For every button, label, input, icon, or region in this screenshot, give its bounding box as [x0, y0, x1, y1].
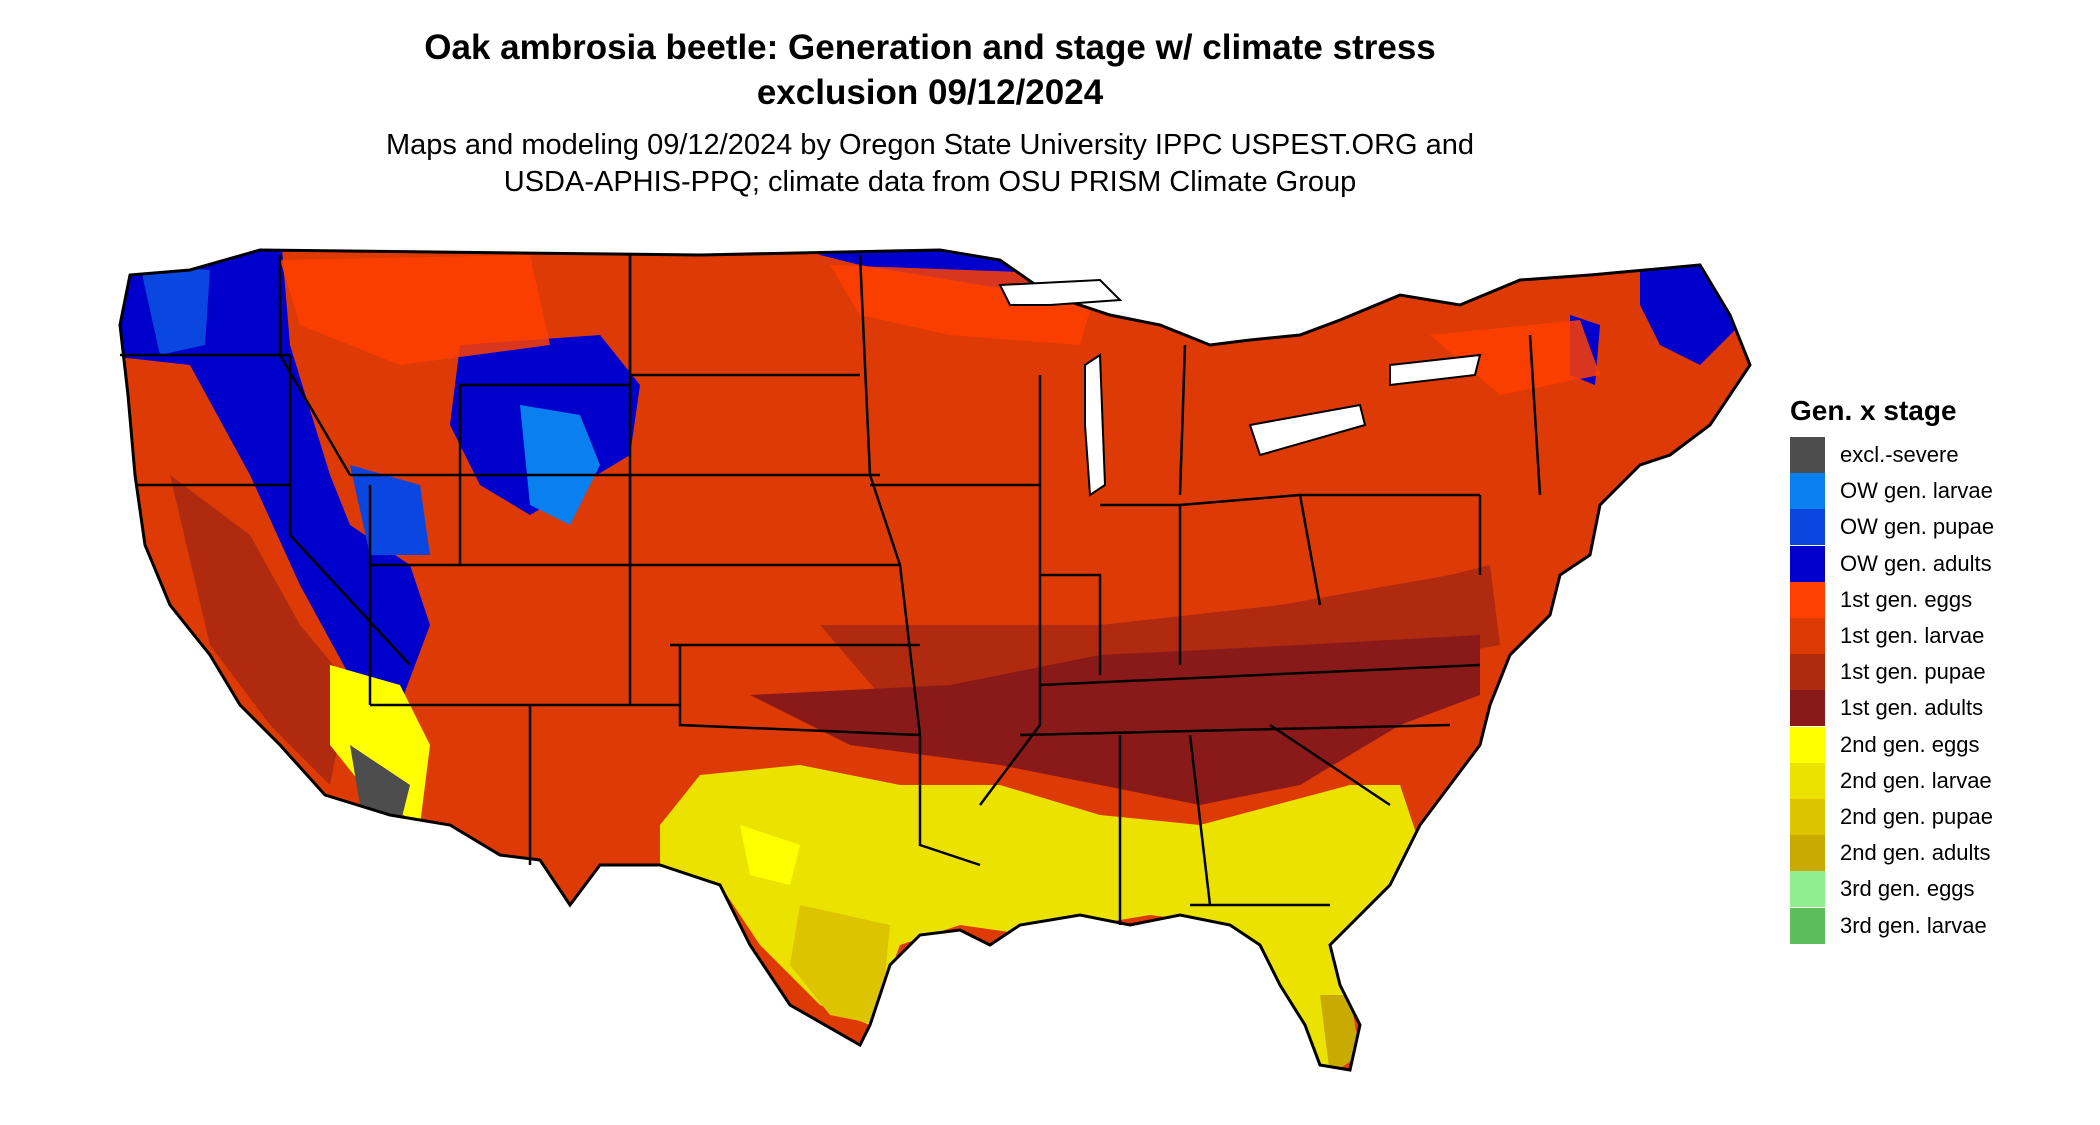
- border-michigan: [1178, 344, 1187, 496]
- legend-label: 1st gen. larvae: [1840, 623, 1985, 648]
- border-mn-ia-mo: [858, 254, 922, 736]
- legend-swatch: [1790, 907, 1825, 944]
- legend-swatch: [1790, 581, 1825, 618]
- legend-item: 2nd gen. adults: [1790, 835, 1991, 872]
- legend-item: 2nd gen. pupae: [1790, 799, 1993, 835]
- legend-item: 2nd gen. eggs: [1790, 726, 1980, 763]
- legend-swatch: [1790, 835, 1825, 872]
- legend-label: 2nd gen. pupae: [1840, 804, 1993, 829]
- legend-swatch: [1790, 726, 1825, 763]
- legend-label: 2nd gen. larvae: [1840, 767, 1992, 793]
- region-1st-pupae-california: [170, 475, 350, 785]
- legend-swatch: [1790, 437, 1825, 473]
- legend-item: 1st gen. larvae: [1790, 618, 1984, 654]
- legend-label: 2nd gen. eggs: [1840, 731, 1980, 757]
- legend-swatch: [1790, 799, 1825, 835]
- legend-swatch: [1790, 654, 1825, 691]
- border-tn-south: [1019, 723, 1451, 737]
- region-1st-adults-south: [750, 635, 1480, 805]
- legend-item: OW gen. larvae: [1790, 473, 1993, 510]
- legend-label: 3rd gen. eggs: [1840, 876, 1975, 902]
- legend-label: 1st gen. adults: [1840, 695, 1984, 721]
- legend-swatch: [1790, 871, 1825, 908]
- legend-title: Gen. x stage: [1790, 395, 1957, 426]
- legend-label: OW gen. adults: [1840, 550, 1992, 576]
- lake-michigan: [1084, 353, 1107, 497]
- title-line-1: Oak ambrosia beetle: Generation and stag…: [424, 28, 1436, 67]
- legend-item: 3rd gen. eggs: [1790, 871, 1975, 908]
- region-ow-pupae-cascades: [140, 265, 210, 355]
- region-excl-severe-arizona: [350, 745, 410, 825]
- legend-item: 1st gen. eggs: [1790, 581, 1973, 618]
- legend-label: OW gen. pupae: [1840, 514, 1995, 540]
- region-2nd-pupae-south-texas: [790, 905, 890, 1025]
- border-tn-ky: [1039, 663, 1481, 687]
- border-al-ga: [1188, 734, 1212, 906]
- lake-superior: [998, 278, 1123, 306]
- region-1st-eggs-montana: [280, 255, 550, 365]
- legend-item: 2nd gen. larvae: [1790, 762, 1992, 799]
- subtitle-line-1: Maps and modeling 09/12/2024 by Oregon S…: [385, 129, 1475, 161]
- legend-swatch: [1790, 509, 1825, 546]
- border-tx-la: [918, 735, 981, 867]
- us-generation-stage-map: [118, 248, 1752, 1072]
- border-ga-sc: [1269, 723, 1391, 807]
- legend-swatch: [1790, 545, 1825, 582]
- map-regions: [120, 250, 1750, 1070]
- state-borders: [120, 254, 1542, 925]
- legend-swatch: [1790, 618, 1825, 654]
- legend-label: 1st gen. pupae: [1840, 659, 1986, 685]
- subtitle-line-2: USDA-APHIS-PPQ; climate data from OSU PR…: [503, 166, 1357, 198]
- region-ow-larvae-rockies: [520, 405, 600, 525]
- legend-label: OW gen. larvae: [1840, 478, 1993, 504]
- lake-ontario: [1389, 353, 1482, 387]
- legend-swatch: [1790, 762, 1825, 799]
- border-vt-nh: [1528, 334, 1542, 496]
- legend-swatch: [1790, 473, 1825, 510]
- border-id-west: [278, 255, 352, 476]
- legend-item: 3rd gen. larvae: [1790, 907, 1987, 944]
- legend-item: OW gen. adults: [1790, 545, 1992, 582]
- region-2nd-adults-south-florida: [1320, 995, 1360, 1070]
- legend-item: 1st gen. pupae: [1790, 654, 1986, 691]
- legend-label: 3rd gen. larvae: [1840, 912, 1987, 938]
- lake-erie: [1248, 403, 1367, 457]
- legend-item: excl.-severe: [1790, 437, 1959, 473]
- border-mississippi: [979, 375, 1042, 806]
- region-2nd-eggs-texas: [740, 825, 800, 885]
- country-outline: [118, 248, 1752, 1072]
- great-lakes: [998, 278, 1482, 497]
- border-il-in: [1040, 573, 1102, 675]
- title-line-2: exclusion 09/12/2024: [756, 73, 1104, 112]
- region-1st-eggs-new-york: [1430, 320, 1600, 395]
- legend-item: 1st gen. adults: [1790, 690, 1984, 727]
- border-ok-tx: [678, 645, 921, 737]
- legend-item: OW gen. pupae: [1790, 509, 1995, 546]
- legend-swatch: [1790, 690, 1825, 727]
- region-1st-pupae-south-central: [820, 565, 1500, 705]
- legend-label: 1st gen. eggs: [1840, 586, 1973, 612]
- legend-label: excl.-severe: [1840, 442, 1959, 467]
- legend-label: 2nd gen. adults: [1840, 840, 1991, 866]
